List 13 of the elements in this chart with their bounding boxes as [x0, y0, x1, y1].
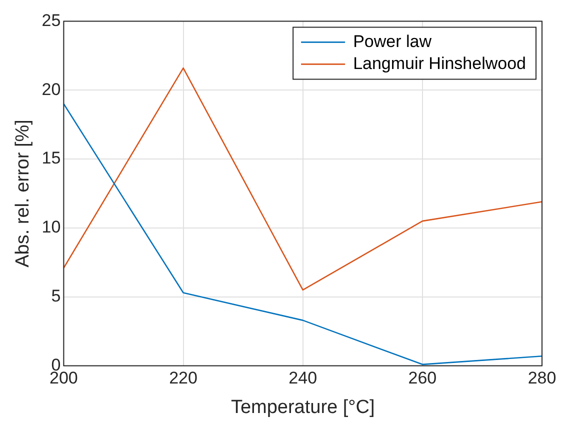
legend-label: Langmuir Hinshelwood: [353, 54, 526, 73]
legend-label: Power law: [353, 32, 432, 51]
x-axis-title: Temperature [°C]: [230, 396, 375, 418]
y-axis-title: Abs. rel. error [%]: [12, 120, 34, 268]
y-tick-label: 20: [42, 80, 61, 99]
y-tick-label: 10: [42, 218, 61, 237]
y-tick-label: 5: [51, 286, 61, 306]
x-tick-label: 260: [408, 368, 437, 388]
x-tick-label: 220: [169, 368, 198, 388]
y-tick-label: 15: [42, 148, 61, 168]
x-tick-label: 240: [288, 368, 318, 388]
y-tick-label: 25: [42, 10, 61, 30]
x-tick-label: 280: [528, 368, 556, 388]
